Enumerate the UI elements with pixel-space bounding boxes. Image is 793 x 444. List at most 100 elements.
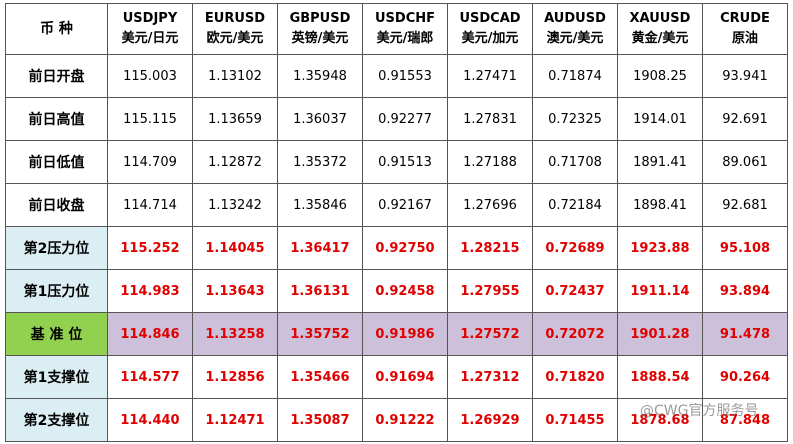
value-cell: 0.91553 — [362, 54, 448, 98]
table-row: 第1支撑位 114.577 1.12856 1.35466 0.91694 1.27312… — [5, 355, 788, 399]
value-cell: 1901.28 — [617, 312, 703, 356]
value-cell: 1.26929 — [447, 398, 533, 442]
value-cell: 0.91694 — [362, 355, 448, 399]
header-cell: USDCHF 美元/瑞郎 — [362, 3, 448, 55]
header-symbol: EURUSD — [204, 11, 266, 26]
table-row: 第2压力位 115.252 1.14045 1.36417 0.92750 1.28215… — [5, 226, 788, 270]
value-cell: 0.71820 — [532, 355, 618, 399]
value-cell: 1.13643 — [192, 269, 278, 313]
value-cell: 1.28215 — [447, 226, 533, 270]
value-cell: 89.061 — [702, 140, 788, 184]
value-cell: 1.35752 — [277, 312, 363, 356]
value-cell: 1.35846 — [277, 183, 363, 227]
value-cell: 1898.41 — [617, 183, 703, 227]
watermark: @CWG官方服务号 — [640, 403, 759, 419]
value-cell: 0.71455 — [532, 398, 618, 442]
row-label: 第2压力位 — [5, 226, 108, 270]
value-cell: 0.92750 — [362, 226, 448, 270]
value-cell: 1.14045 — [192, 226, 278, 270]
row-label: 第1压力位 — [5, 269, 108, 313]
value-cell: 93.894 — [702, 269, 788, 313]
row-label: 前日收盘 — [5, 183, 108, 227]
value-cell: 0.91986 — [362, 312, 448, 356]
value-cell: 1.35466 — [277, 355, 363, 399]
header-subtitle: 美元/加元 — [461, 31, 519, 46]
value-cell: 90.264 — [702, 355, 788, 399]
value-cell: 1.12471 — [192, 398, 278, 442]
value-cell: 1.27572 — [447, 312, 533, 356]
header-subtitle: 美元/日元 — [121, 31, 179, 46]
value-cell: 93.941 — [702, 54, 788, 98]
row-label: 基 准 位 — [5, 312, 108, 356]
row-label: 前日高值 — [5, 97, 108, 141]
value-cell: 0.91222 — [362, 398, 448, 442]
value-cell: 115.003 — [107, 54, 193, 98]
header-cell: XAUUSD 黄金/美元 — [617, 3, 703, 55]
header-subtitle: 欧元/美元 — [206, 31, 264, 46]
value-cell: 1.13102 — [192, 54, 278, 98]
header-subtitle: 美元/瑞郎 — [376, 31, 434, 46]
value-cell: 1.27188 — [447, 140, 533, 184]
header-symbol: USDJPY — [122, 11, 178, 26]
header-subtitle: 原油 — [731, 31, 758, 46]
value-cell: 0.72184 — [532, 183, 618, 227]
value-cell: 1.27955 — [447, 269, 533, 313]
value-cell: 92.681 — [702, 183, 788, 227]
table-row: 前日高值 115.115 1.13659 1.36037 0.92277 1.27831 0… — [5, 97, 788, 141]
row-label: 前日低值 — [5, 140, 108, 184]
header-cell: USDJPY 美元/日元 — [107, 3, 193, 55]
header-cell: USDCAD 美元/加元 — [447, 3, 533, 55]
value-cell: 1.27831 — [447, 97, 533, 141]
value-cell: 114.983 — [107, 269, 193, 313]
value-cell: 0.92458 — [362, 269, 448, 313]
value-cell: 91.478 — [702, 312, 788, 356]
header-symbol: GBPUSD — [289, 11, 351, 26]
header-subtitle: 黄金/美元 — [631, 31, 689, 46]
value-cell: 0.72437 — [532, 269, 618, 313]
value-cell: 0.92167 — [362, 183, 448, 227]
value-cell: 1.35948 — [277, 54, 363, 98]
value-cell: 1.27312 — [447, 355, 533, 399]
header-cell: CRUDE 原油 — [702, 3, 788, 55]
value-cell: 1891.41 — [617, 140, 703, 184]
header-cell: AUDUSD 澳元/美元 — [532, 3, 618, 55]
value-cell: 1.35372 — [277, 140, 363, 184]
value-cell: 1908.25 — [617, 54, 703, 98]
header-cell: EURUSD 欧元/美元 — [192, 3, 278, 55]
value-cell: 115.252 — [107, 226, 193, 270]
value-cell: 1.35087 — [277, 398, 363, 442]
value-cell: 95.108 — [702, 226, 788, 270]
value-cell: 92.691 — [702, 97, 788, 141]
header-symbol: CRUDE — [720, 11, 770, 26]
value-cell: 0.91513 — [362, 140, 448, 184]
value-cell: 1.12872 — [192, 140, 278, 184]
price-table: 币 种 USDJPY 美元/日元 EURUSD 欧元/美元 GBPUSD 英镑/美元 USDC… — [5, 3, 788, 442]
value-cell: 114.714 — [107, 183, 193, 227]
header-subtitle: 英镑/美元 — [291, 31, 349, 46]
table-row: 前日开盘 115.003 1.13102 1.35948 0.91553 1.27471 0… — [5, 54, 788, 98]
header-symbol: AUDUSD — [544, 11, 606, 26]
value-cell: 115.115 — [107, 97, 193, 141]
value-cell: 0.71874 — [532, 54, 618, 98]
header-row: 币 种 USDJPY 美元/日元 EURUSD 欧元/美元 GBPUSD 英镑/美元 USDC… — [5, 3, 788, 55]
table-row: 第1压力位 114.983 1.13643 1.36131 0.92458 1.27955… — [5, 269, 788, 313]
value-cell: 114.440 — [107, 398, 193, 442]
value-cell: 1.13258 — [192, 312, 278, 356]
header-symbol: XAUUSD — [629, 11, 691, 26]
value-cell: 1.27696 — [447, 183, 533, 227]
table-row: 第2支撑位 114.440 1.12471 1.35087 0.91222 1.26929… — [5, 398, 788, 442]
value-cell: 1.12856 — [192, 355, 278, 399]
value-cell: 0.72689 — [532, 226, 618, 270]
value-cell: 1911.14 — [617, 269, 703, 313]
header-symbol: USDCHF — [374, 11, 435, 26]
value-cell: 1.36037 — [277, 97, 363, 141]
value-cell: 1.27471 — [447, 54, 533, 98]
value-cell: 1923.88 — [617, 226, 703, 270]
table-row: 前日低值 114.709 1.12872 1.35372 0.91513 1.27188 0… — [5, 140, 788, 184]
header-subtitle: 澳元/美元 — [546, 31, 604, 46]
value-cell: 87.848 — [702, 398, 788, 442]
value-cell: 114.709 — [107, 140, 193, 184]
row-label: 第1支撑位 — [5, 355, 108, 399]
value-cell: 114.577 — [107, 355, 193, 399]
